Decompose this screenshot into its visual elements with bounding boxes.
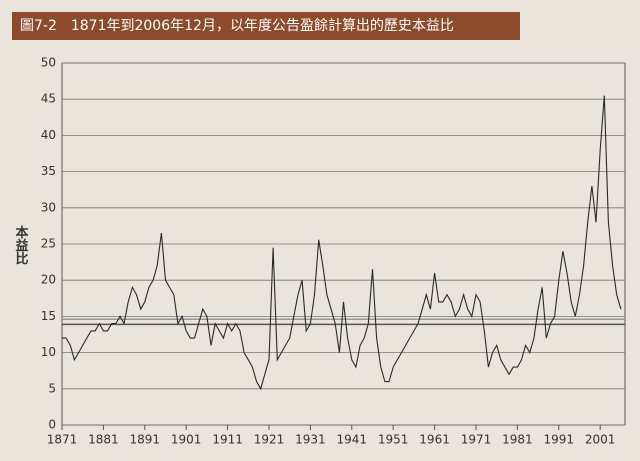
x-tick-label: 1901 <box>171 433 202 447</box>
x-tick-label: 1971 <box>461 433 492 447</box>
y-tick-label: 10 <box>41 345 56 359</box>
x-tick-label: 1881 <box>88 433 119 447</box>
x-tick-label: 1911 <box>212 433 243 447</box>
title-bar <box>12 12 520 40</box>
x-tick-label: 1871 <box>47 433 78 447</box>
y-axis-label: 本益比 <box>13 225 29 266</box>
y-tick-label: 30 <box>41 200 56 214</box>
x-tick-label: 1891 <box>130 433 161 447</box>
y-tick-label: 5 <box>48 381 56 395</box>
x-tick-label: 1961 <box>419 433 450 447</box>
y-tick-label: 45 <box>41 92 56 106</box>
chart-title: 圖7-2 1871年到2006年12月，以年度公告盈餘計算出的歷史本益比 <box>20 17 454 34</box>
x-tick-label: 2001 <box>585 433 616 447</box>
x-tick-label: 1921 <box>254 433 285 447</box>
y-tick-label: 20 <box>41 273 56 287</box>
y-tick-label: 40 <box>41 128 56 142</box>
data-line <box>62 95 622 391</box>
x-tick-label: 1981 <box>502 433 533 447</box>
x-tick-label: 1941 <box>337 433 368 447</box>
x-tick-label: 1991 <box>543 433 574 447</box>
y-tick-label: 50 <box>41 56 56 70</box>
x-tick-label: 1951 <box>378 433 409 447</box>
y-tick-label: 25 <box>41 237 56 251</box>
y-tick-label: 35 <box>41 164 56 178</box>
y-tick-label: 15 <box>41 309 56 323</box>
y-tick-label: 0 <box>48 418 56 432</box>
x-tick-label: 1931 <box>295 433 326 447</box>
